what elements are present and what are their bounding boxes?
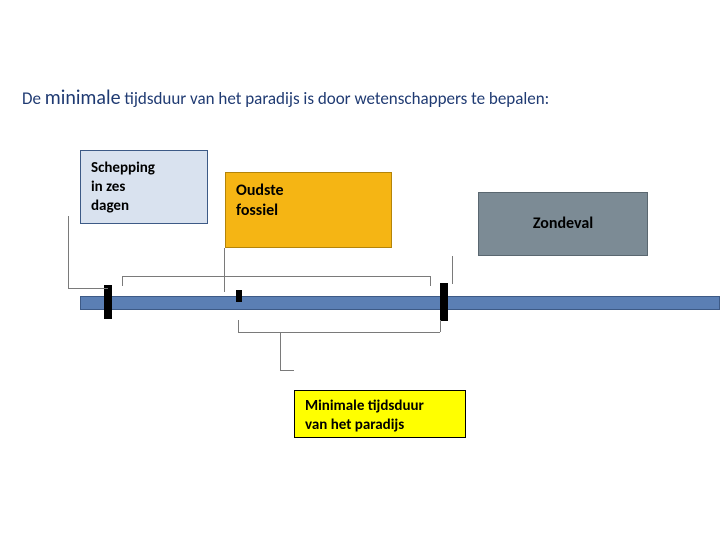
label-line: van het paradijs [305,416,404,434]
connector-segment [430,276,431,286]
box-line: dagen [91,197,129,215]
title-pre: De [22,88,45,109]
connector-segment [238,332,440,333]
box-line: fossiel [236,201,278,220]
connector-segment [122,276,123,286]
timeline-bar [80,296,720,310]
box-line: Zondeval [533,214,593,234]
connector-segment [440,320,441,332]
box-schepping: Scheppingin zesdagen [80,150,208,224]
connector-segment [68,288,108,289]
connector-segment [224,248,225,292]
box-line: Schepping [91,159,155,177]
connector-segment [452,256,453,284]
box-line: Oudste [236,181,284,200]
connector-segment [238,320,239,332]
connector-segment [68,216,69,288]
connector-segment [280,332,281,370]
box-line: in zes [91,178,125,196]
timeline-tick [236,290,242,302]
title-post: tijdsduur van het paradijs is door weten… [121,88,550,109]
box-oudste: Oudstefossiel [225,172,392,248]
title-emph: minimale [45,86,121,110]
label-minimale-tijdsduur: Minimale tijdsduurvan het paradijs [294,390,466,438]
timeline-tick [104,285,112,319]
page-title: De minimale tijdsduur van het paradijs i… [22,86,549,110]
connector-segment [280,370,294,371]
connector-segment [122,276,430,277]
label-line: Minimale tijdsduur [305,397,424,415]
box-zondeval: Zondeval [478,192,648,256]
timeline-tick [440,283,448,321]
